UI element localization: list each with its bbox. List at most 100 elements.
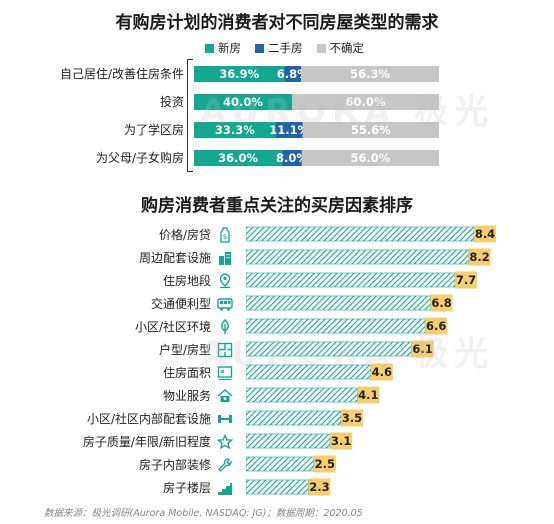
value-box [308, 478, 331, 496]
chart2-category-label: 价格/房贷 [158, 228, 211, 242]
chart1-legend: 新房 二手房 不确定 [205, 40, 364, 56]
legend-label-second-hand: 二手房 [268, 41, 303, 55]
value-box [313, 455, 336, 473]
bar-value-label: 6.8% [277, 67, 309, 81]
bar-value-label: 8.0% [276, 151, 308, 165]
bar [246, 456, 315, 472]
chart2-category-label: 户型/房型 [158, 343, 211, 357]
bar-segment-uncertain [292, 94, 439, 110]
chart2-category-label: 房子质量/年限/新旧程度 [82, 435, 211, 449]
house-service-icon [217, 387, 233, 404]
chart2-category-label: 周边配套设施 [138, 251, 211, 265]
bar-segment-uncertain [301, 150, 439, 166]
wrench-icon [217, 456, 233, 473]
bar-value-label: 55.6% [351, 123, 391, 137]
bar-value-label: 33.3% [215, 123, 255, 137]
bar-value-label: 6.8 [431, 296, 451, 310]
bar-segment-uncertain [301, 66, 439, 82]
location-pin-icon [217, 272, 233, 289]
legend-item-new: 新房 [205, 40, 241, 56]
buildings-icon [217, 249, 233, 266]
bar-value-label: 36.0% [218, 151, 258, 165]
chart2-plot: 8.4 8.2 7.7 6.8 6.6 6.1 4.6 4.1 3.5 3.1 2.5 2.3 [246, 225, 496, 496]
bar-value-label: 2.3 [309, 480, 329, 494]
tree-icon [217, 318, 233, 335]
chart2-category-label: 房子内部装修 [138, 458, 211, 472]
chart1-category-label: 投资 [159, 95, 184, 109]
floor-plan-icon [217, 341, 233, 358]
legend-swatch-second-hand [255, 43, 264, 53]
bar-segment-second-hand [284, 66, 302, 82]
area-measure-icon [217, 364, 233, 381]
bar [246, 387, 358, 403]
bar-value-label: 4.1 [358, 388, 378, 402]
chart1-plot: 36.9% 6.8% 56.3% 40.0% 60.0% 33.3% 11.1% 55.6% 3… [194, 66, 439, 166]
value-box [430, 294, 453, 312]
bar-value-label: 3.1 [331, 434, 351, 448]
chart1-axis-tick [187, 171, 193, 172]
value-box [468, 248, 491, 266]
star-icon [217, 433, 233, 450]
legend-item-uncertain: 不确定 [316, 40, 365, 56]
chart2-category-label: 小区/社区环境 [134, 320, 211, 334]
bar-segment-new [194, 122, 276, 138]
bar-segment-uncertain [302, 122, 439, 138]
bar-value-label: 8.4 [475, 227, 495, 241]
bar-value-label: 56.3% [350, 67, 390, 81]
bar [246, 295, 431, 311]
bar-value-label: 8.2 [469, 250, 489, 264]
bar-value-label: 56.0% [350, 151, 390, 165]
chart2-category-label: 交通便利型 [150, 297, 211, 311]
value-box [411, 340, 434, 358]
bar [246, 249, 469, 265]
value-box [330, 432, 353, 450]
legend-label-new: 新房 [218, 41, 241, 55]
bar-value-label: 36.9% [219, 67, 259, 81]
bar-value-label: 6.1 [412, 342, 432, 356]
bar-segment-new [194, 66, 285, 82]
bar [246, 479, 309, 495]
legend-swatch-uncertain [316, 43, 326, 53]
bar [246, 433, 331, 449]
legend-label-uncertain: 不确定 [329, 41, 365, 55]
bar [246, 341, 412, 357]
value-box [357, 386, 380, 404]
bus-icon [217, 295, 233, 312]
bar-value-label: 3.5 [342, 411, 362, 425]
legend-item-second-hand: 二手房 [255, 40, 303, 56]
bar-segment-new [194, 150, 283, 166]
chart2-title: 购房消费者重点关注的买房因素排序 [141, 196, 413, 216]
value-box [425, 317, 448, 335]
bar [246, 272, 456, 288]
dumbbell-icon [217, 410, 233, 427]
chart1-axis-tick [187, 59, 193, 60]
bar-value-label: 6.6 [426, 319, 446, 333]
value-box [370, 363, 393, 381]
value-box [455, 271, 477, 289]
chart2-category-label: 住房面积 [162, 366, 211, 380]
chart1-axis-line [187, 60, 188, 172]
chart1-category-label: 为了学区房 [123, 123, 184, 137]
chart1-title: 有购房计划的消费者对不同房屋类型的需求 [115, 13, 439, 33]
bar-value-label: 7.7 [456, 273, 476, 287]
chart2-category-label: 物业服务 [162, 389, 211, 403]
legend-swatch-new [205, 43, 214, 53]
bar-segment-second-hand [275, 122, 303, 138]
value-box [341, 409, 363, 427]
chart2-category-label: 小区/社区内部配套设施 [86, 412, 211, 426]
stairs-icon [217, 479, 233, 496]
watermark-bottom: AURORA 极光 [200, 334, 495, 374]
svg-text:$: $ [223, 233, 227, 241]
value-box [474, 225, 496, 243]
bar-value-label: 2.5 [315, 457, 335, 471]
bar-value-label: 40.0% [223, 95, 263, 109]
chart2-category-label: 住房地段 [162, 274, 211, 288]
bar-segment-second-hand [282, 150, 302, 166]
footer-source: 数据来源：极光调研(Aurora Mobile, NASDAQ: JG)；数据周… [44, 508, 363, 519]
chart1-category-label: 自己居住/改善住房条件 [59, 67, 184, 81]
bar-value-label: 11.1% [269, 123, 309, 137]
bar-value-label: 60.0% [346, 95, 386, 109]
bar [246, 410, 342, 426]
chart2-category-label: 房子楼层 [162, 481, 211, 495]
